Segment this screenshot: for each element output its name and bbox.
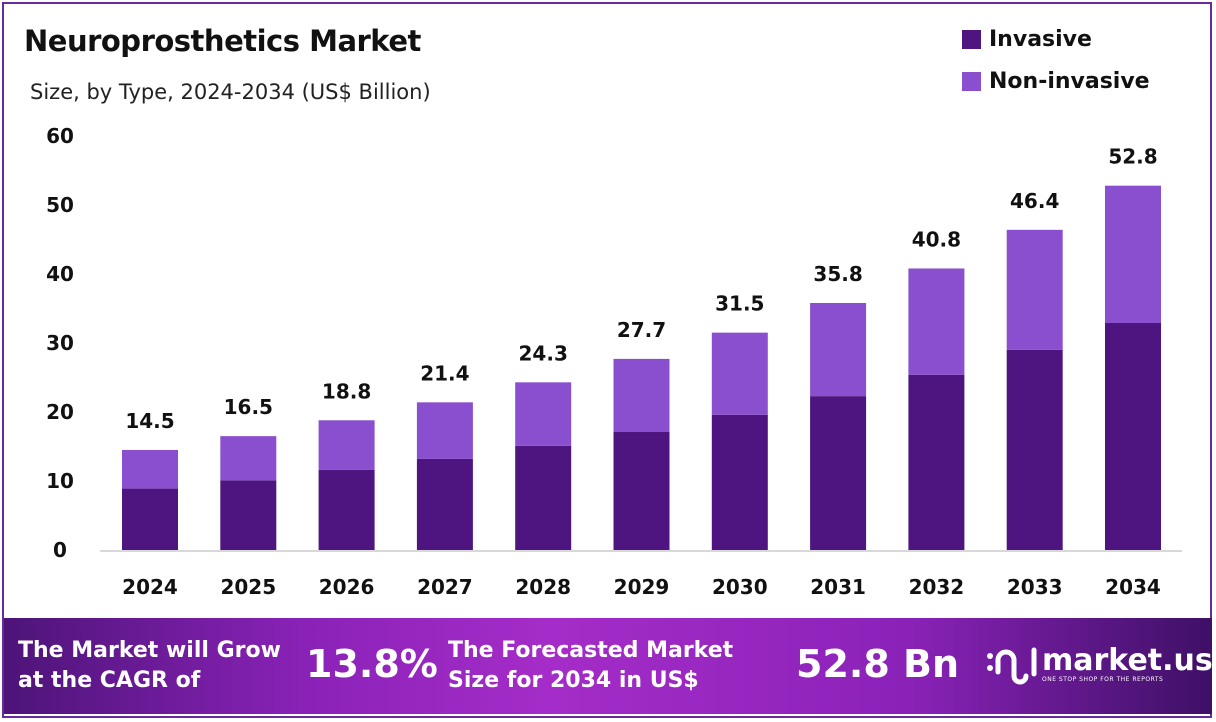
total-label-2028: 24.3 [519,341,568,365]
forecast-label-line: Size for 2034 in US$ [448,668,699,693]
total-label-2032: 40.8 [912,227,961,251]
bar-non-invasive-2034 [1105,185,1161,323]
bar-invasive-2025 [220,480,277,550]
bar-invasive-2031 [810,396,867,550]
cagr-label: The Market will Grow at the CAGR of [18,636,281,696]
total-label-2033: 46.4 [1010,189,1059,213]
y-tick-label: 10 [46,469,74,493]
legend: Invasive Non-invasive [962,18,1150,102]
logo-name: market.us [1042,642,1213,678]
bar-invasive-2026 [318,469,375,550]
bar-invasive-2030 [711,414,768,550]
x-tick-label: 2024 [122,575,178,599]
total-label-2031: 35.8 [813,262,862,286]
bar-non-invasive-2025 [220,436,277,481]
bar-non-invasive-2033 [1006,229,1063,350]
legend-swatch-non-invasive [962,71,981,91]
cagr-value: 13.8% [306,642,438,686]
x-tick-label: 2031 [810,575,866,599]
y-tick-label: 60 [46,124,74,148]
legend-swatch-invasive [962,29,981,49]
total-label-2027: 21.4 [420,361,469,385]
total-label-2024: 14.5 [125,409,174,433]
x-tick-label: 2025 [220,575,276,599]
y-tick-label: 40 [46,262,74,286]
total-label-2030: 31.5 [715,292,764,316]
logo-tagline: ONE STOP SHOP FOR THE REPORTS [1042,675,1164,683]
cagr-label-line: The Market will Grow [18,638,281,663]
bar-invasive-2024 [122,488,178,550]
legend-item-non-invasive: Non-invasive [962,60,1150,102]
bar-invasive-2027 [416,458,473,550]
forecast-value: 52.8 Bn [796,642,960,686]
bar-invasive-2034 [1105,322,1161,550]
total-label-2029: 27.7 [617,318,666,342]
bar-non-invasive-2032 [908,268,965,375]
logo-icon [987,647,1037,685]
forecast-label: The Forecasted Market Size for 2034 in U… [448,636,733,696]
footer-banner: The Market will Grow at the CAGR of 13.8… [4,618,1213,714]
x-tick-label: 2032 [909,575,965,599]
bar-invasive-2033 [1006,349,1063,550]
x-tick-label: 2026 [319,575,375,599]
bar-non-invasive-2029 [613,358,670,433]
legend-label: Non-invasive [989,68,1150,94]
bar-invasive-2032 [908,374,965,550]
bar-non-invasive-2031 [810,302,867,397]
legend-item-invasive: Invasive [962,18,1150,60]
x-tick-label: 2030 [712,575,768,599]
bar-non-invasive-2024 [122,449,178,489]
bar-invasive-2028 [515,445,572,550]
y-tick-label: 30 [46,331,74,355]
x-tick-label: 2027 [417,575,473,599]
chart-title: Neuroprosthetics Market [24,24,421,58]
bar-invasive-2029 [613,432,670,550]
x-tick-label: 2028 [515,575,571,599]
bar-chart: 010203040506014.5202416.5202518.8202621.… [46,124,1182,599]
forecast-label-line: The Forecasted Market [448,638,734,663]
bar-non-invasive-2026 [318,420,375,470]
x-tick-label: 2034 [1105,575,1161,599]
x-tick-label: 2029 [614,575,670,599]
legend-label: Invasive [989,26,1092,52]
bar-non-invasive-2030 [711,332,768,415]
cagr-label-line: at the CAGR of [18,668,201,693]
y-tick-label: 20 [46,400,74,424]
total-label-2034: 52.8 [1108,145,1157,169]
total-label-2026: 18.8 [322,379,371,403]
y-tick-label: 50 [46,193,74,217]
bar-non-invasive-2028 [515,382,572,446]
chart-subtitle: Size, by Type, 2024-2034 (US$ Billion) [30,80,431,104]
marketus-logo: market.us ONE STOP SHOP FOR THE REPORTS [984,642,1213,686]
y-tick-label: 0 [53,538,67,562]
total-label-2025: 16.5 [224,395,273,419]
x-tick-label: 2033 [1007,575,1063,599]
bar-non-invasive-2027 [416,402,473,459]
